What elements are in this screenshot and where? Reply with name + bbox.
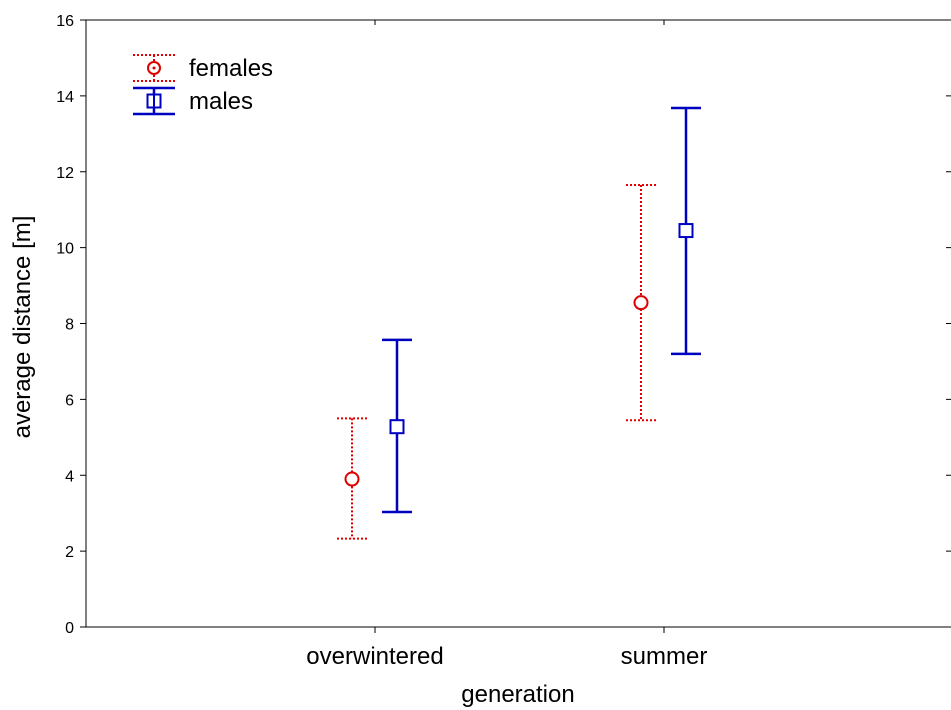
y-tick-label: 14 xyxy=(56,89,74,106)
y-tick-label: 4 xyxy=(65,468,74,485)
females-point xyxy=(344,471,360,487)
legend-females-label: females xyxy=(189,55,273,82)
series-layer xyxy=(337,106,701,540)
x-tick-label: summer xyxy=(621,643,708,670)
x-axis-title: generation xyxy=(461,681,574,708)
y-tick-label: 8 xyxy=(65,317,74,334)
males-point xyxy=(389,419,405,435)
y-tick-label: 16 xyxy=(56,13,74,30)
y-axis-title: average distance [m] xyxy=(9,216,36,439)
y-tick-label: 6 xyxy=(65,392,74,409)
y-tick-label: 2 xyxy=(65,544,74,561)
y-tick-label: 0 xyxy=(65,620,74,637)
y-tick-label: 10 xyxy=(56,241,74,258)
x-tick-label: overwintered xyxy=(306,643,443,670)
legend-females-marker-dot xyxy=(152,66,156,70)
y-tick-label: 12 xyxy=(56,165,74,182)
legend-males-label: males xyxy=(189,88,253,115)
males-point xyxy=(678,223,694,239)
females-point xyxy=(633,295,649,311)
legend: females males xyxy=(133,54,273,116)
axes: 0 2 4 6 8 10 12 14 16 overwintered summer xyxy=(56,13,951,670)
